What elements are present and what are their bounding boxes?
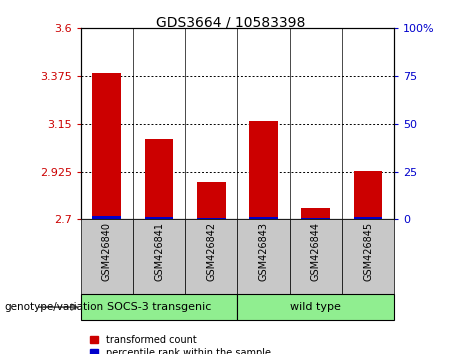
Text: GSM426840: GSM426840 <box>102 222 112 281</box>
Bar <box>92 73 121 219</box>
Text: GSM426842: GSM426842 <box>206 222 216 281</box>
Text: GSM426845: GSM426845 <box>363 222 373 281</box>
Bar <box>145 139 173 219</box>
Bar <box>81 294 237 320</box>
Bar <box>185 219 237 294</box>
Text: SOCS-3 transgenic: SOCS-3 transgenic <box>107 302 211 312</box>
Bar <box>92 216 121 219</box>
Bar <box>249 121 278 219</box>
Bar <box>133 219 185 294</box>
Bar <box>237 219 290 294</box>
Bar <box>145 217 173 219</box>
Bar <box>197 218 226 219</box>
Bar <box>301 208 330 219</box>
Bar <box>354 217 382 219</box>
Legend: transformed count, percentile rank within the sample: transformed count, percentile rank withi… <box>90 335 271 354</box>
Text: GSM426844: GSM426844 <box>311 222 321 281</box>
Text: genotype/variation: genotype/variation <box>5 302 104 312</box>
Bar <box>249 217 278 219</box>
Bar <box>354 171 382 219</box>
Bar <box>290 219 342 294</box>
Bar <box>342 219 394 294</box>
Bar <box>81 219 133 294</box>
Text: wild type: wild type <box>290 302 341 312</box>
Text: GSM426841: GSM426841 <box>154 222 164 281</box>
Text: GSM426843: GSM426843 <box>259 222 269 281</box>
Text: GDS3664 / 10583398: GDS3664 / 10583398 <box>156 16 305 30</box>
Bar <box>301 218 330 219</box>
Bar <box>197 182 226 219</box>
Bar <box>237 294 394 320</box>
